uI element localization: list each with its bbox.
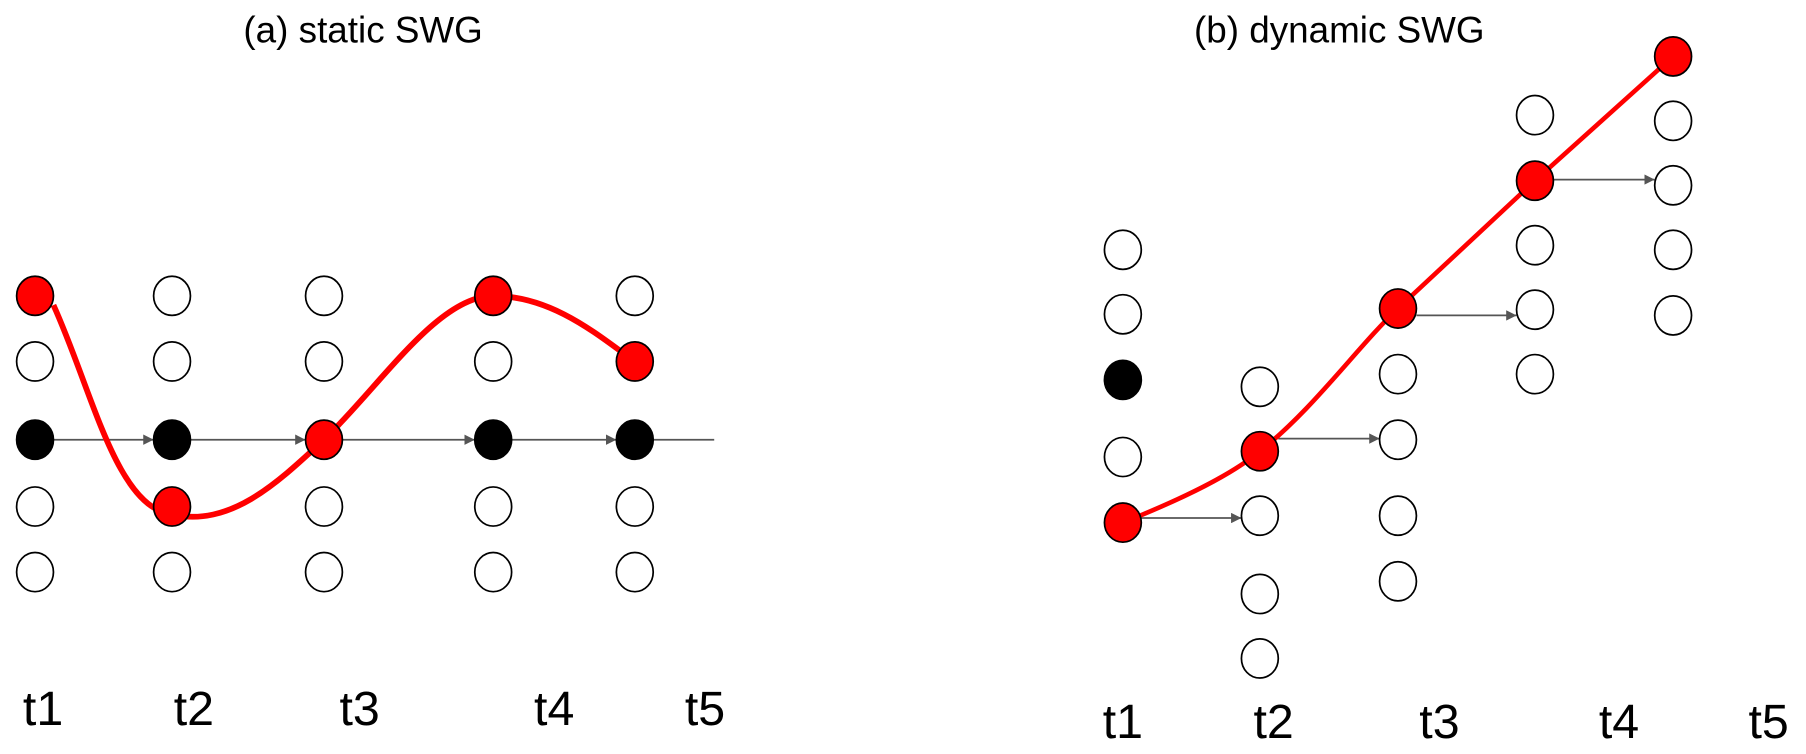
graph: t1 t2 t3 t4 t5 t1 t2 t3 t4 t5 [15, 35, 1789, 749]
node [1378, 288, 1418, 329]
time-label: t4 [534, 682, 574, 736]
time-label: t1 [23, 682, 63, 736]
node [152, 419, 192, 461]
panel-title: (b) dynamic SWG [1194, 10, 1485, 51]
node [1515, 94, 1555, 136]
node [152, 275, 192, 317]
node [15, 419, 55, 461]
node [1103, 229, 1143, 271]
node [1515, 289, 1555, 331]
node [1653, 100, 1693, 142]
node [1378, 353, 1418, 395]
node [1240, 366, 1280, 408]
node [1103, 359, 1143, 401]
node [1515, 353, 1555, 395]
panel-title: (a) static SWG [243, 10, 482, 51]
time-label: t5 [685, 682, 725, 736]
time-label: t3 [340, 682, 380, 736]
time-label: t5 [1749, 695, 1789, 749]
node [152, 486, 192, 527]
node [1240, 495, 1280, 537]
node [15, 341, 55, 382]
node [473, 551, 513, 593]
node [152, 341, 192, 382]
time-label: t4 [1599, 695, 1639, 749]
node [473, 341, 513, 382]
path-curve [50, 292, 637, 520]
node [473, 419, 513, 461]
node [1378, 560, 1418, 602]
node [1240, 638, 1280, 679]
node [473, 275, 513, 317]
time-label: t2 [174, 682, 214, 736]
node [152, 551, 192, 593]
time-label: t1 [1103, 695, 1143, 749]
node [1653, 229, 1693, 271]
node [615, 486, 655, 527]
node [304, 275, 344, 317]
node [615, 275, 655, 317]
node [1515, 160, 1555, 202]
time-label: t3 [1419, 695, 1459, 749]
node [1653, 164, 1693, 206]
node [615, 419, 655, 461]
node [304, 551, 344, 593]
node [1103, 436, 1143, 478]
node [304, 486, 344, 527]
node [1240, 573, 1280, 615]
node [1103, 502, 1143, 544]
node [615, 551, 655, 593]
node [304, 419, 344, 461]
node [304, 341, 344, 382]
node [473, 486, 513, 527]
node [1378, 419, 1418, 461]
node [615, 341, 655, 382]
node [1515, 224, 1555, 266]
node [1378, 495, 1418, 537]
node [15, 486, 55, 527]
node [1653, 35, 1693, 77]
time-label: t2 [1254, 695, 1294, 749]
node [1240, 430, 1280, 472]
node [15, 275, 55, 317]
node [1653, 294, 1693, 336]
node [15, 551, 55, 593]
node [1103, 293, 1143, 335]
